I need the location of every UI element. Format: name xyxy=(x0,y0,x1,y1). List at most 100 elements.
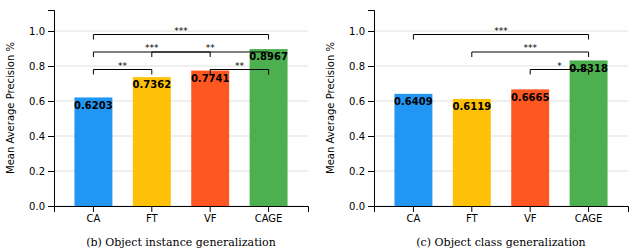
tick-mark xyxy=(588,206,589,212)
tick-label: 0.4 xyxy=(349,131,365,142)
bars xyxy=(394,60,607,206)
axis-line xyxy=(55,207,309,213)
tick-label: VF xyxy=(204,213,217,224)
y-tick: 0.0 xyxy=(349,201,374,212)
x-tick: FT xyxy=(466,206,479,224)
bar xyxy=(133,77,171,206)
tick-mark xyxy=(48,31,54,32)
tick-label: FT xyxy=(146,213,159,224)
tick-mark xyxy=(210,206,211,212)
tick-mark xyxy=(48,66,54,67)
tick-mark xyxy=(151,206,152,212)
panel: 0.0 0.2 0.4 0.6 0.8 1.0 CA FT VF CAGE 0.6203 0.7362… xyxy=(5,11,309,225)
y-axis: 0.0 0.2 0.4 0.6 0.8 1.0 xyxy=(29,11,54,212)
x-axis: CA FT VF CAGE xyxy=(55,206,309,224)
tick-label: 0.4 xyxy=(29,131,45,142)
y-tick: 0.8 xyxy=(349,61,374,72)
significance-label: * xyxy=(557,61,562,71)
x-tick: CA xyxy=(406,206,420,224)
bar xyxy=(191,71,229,206)
chart-svg: 0.0 0.2 0.4 0.6 0.8 1.0 CA FT VF CAGE 0.6203 0.7362… xyxy=(0,0,640,252)
data-label: 0.6203 xyxy=(74,100,113,111)
tick-label: CA xyxy=(86,213,100,224)
bar xyxy=(394,94,432,206)
tick-label: 0.0 xyxy=(29,201,45,212)
tick-label: 0.0 xyxy=(349,201,365,212)
y-tick: 0.2 xyxy=(29,166,54,177)
panel: 0.0 0.2 0.4 0.6 0.8 1.0 CA FT VF CAGE 0.6409 0.6119… xyxy=(325,11,629,225)
y-tick: 0.6 xyxy=(349,96,374,107)
subtitle: (c) Object class generalization xyxy=(416,236,585,249)
y-tick: 0.4 xyxy=(349,131,374,142)
axis-line xyxy=(368,11,375,207)
y-tick: 1.0 xyxy=(349,26,374,37)
bar xyxy=(511,89,549,206)
y-tick: 0.8 xyxy=(29,61,54,72)
data-labels: 0.64090.61190.66650.8318 xyxy=(394,63,608,112)
x-tick: CAGE xyxy=(575,206,603,224)
x-tick: FT xyxy=(146,206,159,224)
bar xyxy=(570,60,608,206)
tick-label: 0.6 xyxy=(29,96,45,107)
tick-mark xyxy=(268,206,269,212)
y-tick: 0.4 xyxy=(29,131,54,142)
significance: ************ xyxy=(93,26,268,75)
tick-mark xyxy=(48,136,54,137)
tick-label: 1.0 xyxy=(29,26,45,37)
tick-mark xyxy=(471,206,472,212)
tick-label: 1.0 xyxy=(349,26,365,37)
x-tick: VF xyxy=(204,206,217,224)
tick-mark xyxy=(48,101,54,102)
tick-label: CA xyxy=(406,213,420,224)
data-label: 0.6665 xyxy=(511,92,550,103)
bar xyxy=(453,99,491,206)
data-label: 0.6409 xyxy=(394,96,433,107)
significance-label: *** xyxy=(523,43,537,53)
bars xyxy=(74,49,287,206)
data-labels: 0.62030.73620.77410.8967 xyxy=(74,51,288,110)
y-tick: 0.0 xyxy=(29,201,54,212)
tick-label: 0.8 xyxy=(349,61,365,72)
tick-mark xyxy=(48,206,54,207)
tick-label: 0.8 xyxy=(29,61,45,72)
significance: ******* xyxy=(413,26,588,75)
tick-mark xyxy=(413,206,414,212)
y-axis-title: Mean Average Precision % xyxy=(5,42,16,174)
x-tick: VF xyxy=(524,206,537,224)
tick-mark xyxy=(48,171,54,172)
tick-label: 0.6 xyxy=(349,96,365,107)
grid xyxy=(54,31,308,206)
tick-label: VF xyxy=(524,213,537,224)
tick-mark xyxy=(368,206,374,207)
significance-label: ** xyxy=(118,61,128,71)
tick-mark xyxy=(368,136,374,137)
data-label: 0.7362 xyxy=(133,79,172,90)
significance-label: *** xyxy=(174,26,188,36)
y-axis-title: Mean Average Precision % xyxy=(325,42,336,174)
axis-line xyxy=(48,11,55,207)
significance-label: ** xyxy=(206,43,216,53)
tick-label: CAGE xyxy=(575,213,603,224)
significance-label: *** xyxy=(494,26,508,36)
grid xyxy=(374,31,628,206)
tick-label: FT xyxy=(466,213,479,224)
data-label: 0.6119 xyxy=(453,101,492,112)
tick-mark xyxy=(93,206,94,212)
significance-label: ** xyxy=(235,61,245,71)
tick-mark xyxy=(368,101,374,102)
tick-mark xyxy=(368,171,374,172)
tick-label: 0.2 xyxy=(349,166,365,177)
y-tick: 1.0 xyxy=(29,26,54,37)
subtitle: (b) Object instance generalization xyxy=(86,236,276,249)
tick-label: 0.2 xyxy=(29,166,45,177)
x-tick: CAGE xyxy=(255,206,283,224)
tick-mark xyxy=(368,31,374,32)
bar xyxy=(74,97,112,206)
x-tick: CA xyxy=(86,206,100,224)
axis-line xyxy=(375,207,629,213)
x-axis: CA FT VF CAGE xyxy=(375,206,629,224)
y-tick: 0.2 xyxy=(349,166,374,177)
tick-label: CAGE xyxy=(255,213,283,224)
y-axis: 0.0 0.2 0.4 0.6 0.8 1.0 xyxy=(349,11,374,212)
tick-mark xyxy=(530,206,531,212)
